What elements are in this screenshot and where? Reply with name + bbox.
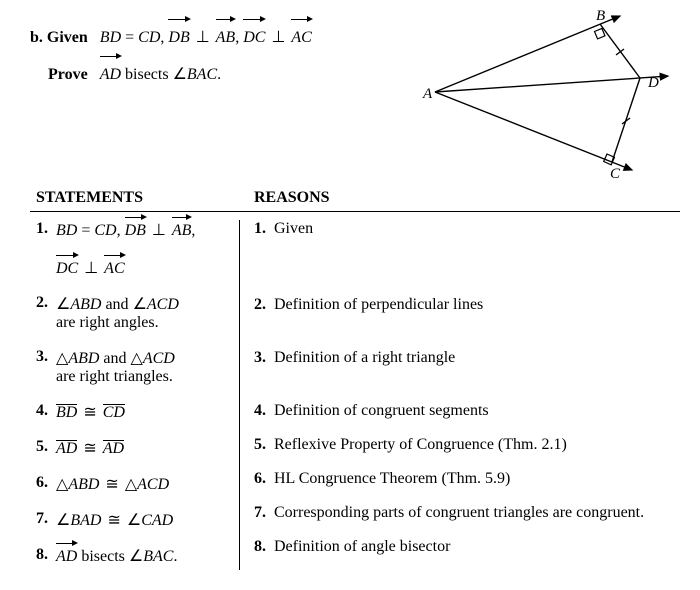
reason-cell: Corresponding parts of congruent triangl… bbox=[274, 504, 680, 522]
reason-cell: Definition of a right triangle bbox=[274, 349, 680, 367]
table-row: 5. AD ≅ AD bbox=[36, 438, 239, 458]
prove-text: AD bisects ∠BAC. bbox=[100, 66, 221, 83]
given-keyword: Given bbox=[47, 29, 88, 46]
statement-cell: BD = CD, DB ⊥ AB, DC ⊥ AC bbox=[56, 220, 239, 278]
svg-text:B: B bbox=[596, 10, 605, 24]
table-row: 8. Definition of angle bisector bbox=[254, 538, 680, 556]
svg-text:D: D bbox=[647, 75, 659, 91]
svg-text:C: C bbox=[610, 166, 621, 180]
reason-cell: Reflexive Property of Congruence (Thm. 2… bbox=[274, 436, 680, 454]
table-row: 3. Definition of a right triangle bbox=[254, 349, 680, 367]
table-row: 4. Definition of congruent segments bbox=[254, 402, 680, 420]
statement-cell: △ABD and △ACDare right triangles. bbox=[56, 348, 239, 386]
statement-cell: BD ≅ CD bbox=[56, 402, 239, 422]
statements-heading: STATEMENTS bbox=[30, 189, 240, 211]
table-row: 7. ∠BAD ≅ ∠CAD bbox=[36, 510, 239, 530]
table-row: 6. △ABD ≅ △ACD bbox=[36, 474, 239, 494]
table-row: 1. Given bbox=[254, 220, 680, 238]
statement-cell: ∠ABD and ∠ACDare right angles. bbox=[56, 294, 239, 332]
table-row: 3. △ABD and △ACDare right triangles. bbox=[36, 348, 239, 386]
reason-cell: Given bbox=[274, 220, 680, 238]
table-row: 2. ∠ABD and ∠ACDare right angles. bbox=[36, 294, 239, 332]
statement-cell: △ABD ≅ △ACD bbox=[56, 474, 239, 494]
statement-cell: AD ≅ AD bbox=[56, 438, 239, 458]
table-row: 1. BD = CD, DB ⊥ AB, DC ⊥ AC bbox=[36, 220, 239, 278]
reason-cell: Definition of perpendicular lines bbox=[274, 296, 680, 314]
reason-cell: Definition of congruent segments bbox=[274, 402, 680, 420]
reason-cell: Definition of angle bisector bbox=[274, 538, 680, 556]
table-rule bbox=[30, 211, 680, 212]
table-row: 6. HL Congruence Theorem (Thm. 5.9) bbox=[254, 470, 680, 488]
table-row: 2. Definition of perpendicular lines bbox=[254, 296, 680, 314]
geometry-figure: A B C D bbox=[420, 10, 680, 185]
statement-cell: ∠BAD ≅ ∠CAD bbox=[56, 510, 239, 530]
svg-text:A: A bbox=[422, 86, 433, 102]
table-row: 4. BD ≅ CD bbox=[36, 402, 239, 422]
table-row: 5. Reflexive Property of Congruence (Thm… bbox=[254, 436, 680, 454]
given-text: BD = CD, DB ⊥ AB, DC ⊥ AC bbox=[100, 29, 312, 46]
table-row: 7. Corresponding parts of congruent tria… bbox=[254, 504, 680, 522]
statement-cell: AD bisects ∠BAC. bbox=[56, 546, 239, 566]
proof-table: 1. BD = CD, DB ⊥ AB, DC ⊥ AC 2. ∠ABD and… bbox=[30, 220, 680, 570]
table-row: 8. AD bisects ∠BAC. bbox=[36, 546, 239, 566]
reason-cell: HL Congruence Theorem (Thm. 5.9) bbox=[274, 470, 680, 488]
reasons-heading: REASONS bbox=[240, 189, 680, 211]
prove-keyword: Prove bbox=[48, 66, 88, 83]
problem-label: b. bbox=[30, 29, 43, 46]
